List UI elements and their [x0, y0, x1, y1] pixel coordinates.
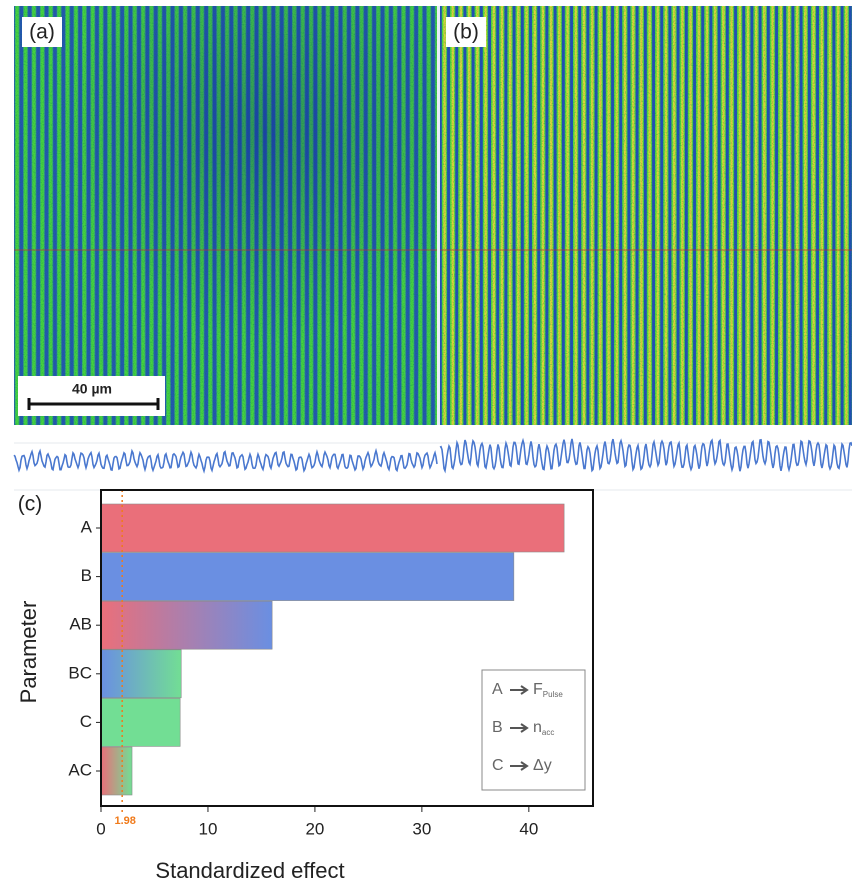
x-tick-label: 0 [96, 819, 105, 838]
legend-param: C [492, 757, 504, 774]
scale-bar-label: 40 µm [72, 381, 112, 397]
legend-symbol-text: F [533, 681, 543, 698]
profile-a [14, 451, 437, 471]
legend-subscript: Pulse [543, 690, 564, 699]
legend-param: B [492, 719, 503, 736]
panel-label: (c) [18, 493, 43, 516]
y-tick-label: BC [68, 663, 92, 682]
legend-symbol-text: Δy [533, 757, 552, 774]
y-tick-label: A [81, 517, 93, 536]
legend-param: A [492, 681, 503, 698]
bar [101, 747, 132, 795]
effect-chart: (c) Standardized effect Parameter ABABBC… [16, 490, 593, 883]
y-tick-label: C [80, 712, 92, 731]
bar [101, 553, 514, 601]
y-tick-label: B [81, 566, 92, 585]
bar [101, 504, 564, 552]
panel-label: (a) [29, 21, 55, 44]
bar [101, 698, 180, 746]
y-tick-label: AB [69, 615, 92, 634]
intensity-profiles [14, 439, 852, 490]
bar [101, 601, 272, 649]
image-panels: (a) (b) 40 µm [14, 6, 852, 425]
reference-label: 1.98 [114, 815, 135, 827]
legend-subscript: acc [542, 728, 554, 737]
x-tick-label: 30 [412, 819, 431, 838]
legend-symbol: Δy [533, 757, 552, 774]
legend-symbol-text: n [533, 719, 542, 736]
y-tick-label: AC [68, 760, 92, 779]
divider [437, 6, 440, 425]
figure: (a) (b) 40 µm (c) Standardized effect Pa… [0, 0, 852, 886]
x-tick-label: 10 [198, 819, 217, 838]
x-tick-label: 20 [305, 819, 324, 838]
x-axis-label: Standardized effect [155, 858, 344, 883]
y-axis-label: Parameter [16, 601, 41, 704]
bar [101, 650, 181, 698]
profile-b [440, 439, 852, 471]
x-tick-label: 40 [519, 819, 538, 838]
panel-label: (b) [453, 21, 479, 44]
image-noise [14, 6, 852, 425]
